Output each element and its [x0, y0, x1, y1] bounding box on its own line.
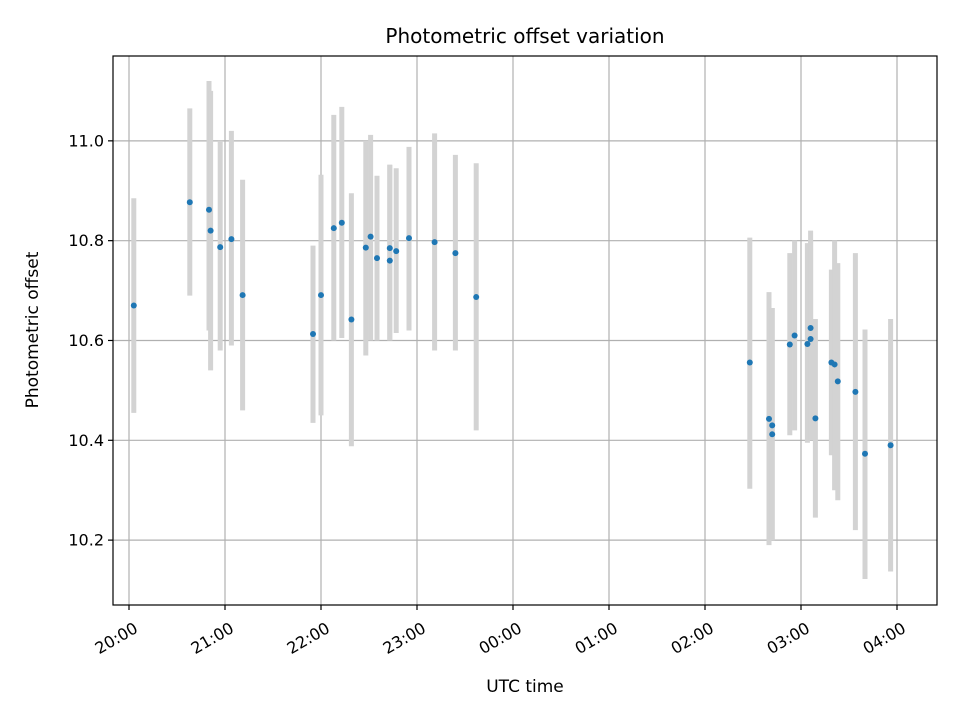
data-point — [386, 257, 393, 264]
data-point — [362, 244, 369, 251]
data-point — [330, 225, 337, 232]
data-point — [338, 219, 345, 226]
data-point — [852, 388, 859, 395]
data-point — [217, 244, 224, 251]
data-point — [130, 302, 137, 309]
y-tick-label: 11.0 — [68, 131, 104, 150]
data-point — [431, 239, 438, 246]
data-point — [186, 199, 193, 206]
data-points — [130, 199, 894, 457]
data-point — [766, 415, 772, 422]
data-point — [348, 316, 355, 323]
chart-title: Photometric offset variation — [385, 24, 664, 48]
y-tick-label: 10.8 — [68, 231, 104, 250]
data-point — [769, 431, 776, 438]
data-point — [804, 340, 811, 347]
data-point — [452, 250, 459, 257]
data-point — [318, 292, 324, 299]
data-point — [406, 235, 412, 242]
data-point — [862, 450, 868, 457]
x-axis-label: UTC time — [486, 677, 564, 697]
data-point — [807, 325, 814, 332]
data-point — [791, 332, 798, 339]
data-point — [367, 233, 374, 240]
data-point — [374, 255, 380, 262]
data-point — [769, 422, 776, 429]
data-point — [887, 442, 894, 449]
data-point — [831, 361, 838, 368]
data-point — [239, 292, 246, 299]
data-point — [393, 248, 400, 255]
data-point — [386, 245, 393, 252]
data-point — [473, 294, 480, 301]
data-point — [834, 378, 841, 385]
plot-frame — [112, 55, 938, 606]
data-point — [807, 335, 814, 342]
data-point — [228, 236, 235, 243]
y-tick-label: 10.4 — [68, 431, 104, 450]
y-axis-label: Photometric offset — [23, 251, 43, 408]
y-tick-label: 10.2 — [68, 531, 104, 550]
data-point — [786, 341, 793, 348]
y-tick-label: 10.6 — [68, 331, 104, 350]
data-point — [310, 330, 316, 337]
data-point — [812, 415, 819, 422]
data-point — [746, 359, 753, 366]
data-point — [206, 206, 212, 213]
data-point — [207, 227, 214, 234]
